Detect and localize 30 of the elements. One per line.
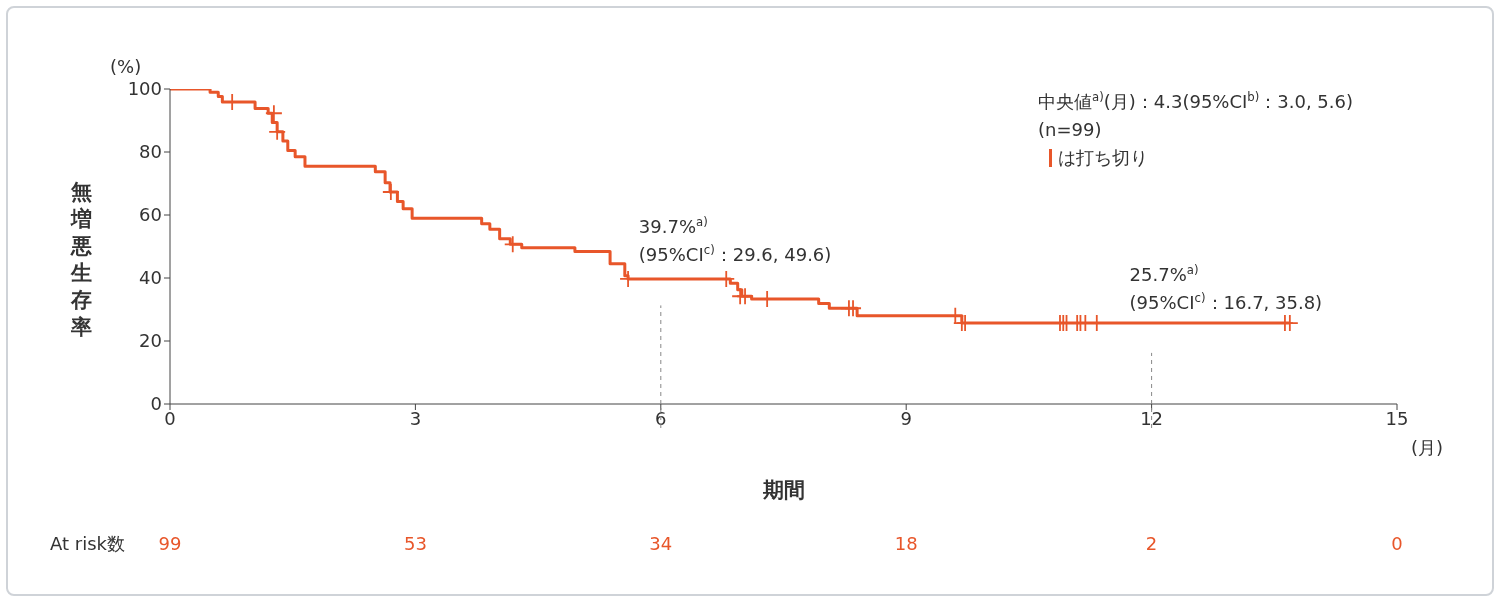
text: At risk数 [50, 533, 125, 554]
annotation: 39.7%$^{a)}$ [638, 215, 708, 238]
text: 53 [402, 532, 428, 556]
text: (%) [110, 56, 142, 77]
text: 2 [1144, 532, 1159, 556]
annotation: (95%CI$^{c)}$：16.7, 35.8) [1129, 290, 1323, 313]
y-tick-label: 80 [139, 141, 162, 163]
x-tick-label: 12 [1140, 407, 1164, 429]
x-tick-label: 0 [164, 407, 176, 429]
y-tick-label: 40 [139, 267, 162, 289]
annotation: (n=99) [1038, 119, 1102, 140]
x-tick-label: 9 [900, 407, 912, 429]
x-tick-label: 3 [409, 407, 422, 429]
x-tick-label: 6 [655, 407, 667, 429]
x-axis-title: 期間 [761, 478, 806, 502]
legend-label: は打ち切り [1058, 146, 1148, 170]
y-axis-title: 無増悪生存率 [69, 178, 93, 341]
text: 0 [1390, 532, 1404, 556]
y-tick-label: 100 [127, 78, 162, 100]
annotation: 25.7%$^{a)}$ [1129, 262, 1199, 285]
text: 34 [648, 532, 674, 556]
y-tick-label: 20 [139, 330, 162, 352]
y-tick-label: 0 [150, 393, 162, 415]
annotation: (95%CI$^{c)}$：29.6, 49.6) [638, 243, 832, 266]
y-tick-label: 60 [139, 204, 162, 226]
annotation: 中央値$^{a)}$(月)：4.3(95%CI$^{b)}$：3.0, 5.6) [1038, 90, 1354, 112]
text: (月) [1411, 437, 1444, 458]
text: 99 [157, 532, 183, 556]
x-tick-label: 15 [1385, 407, 1409, 429]
text: 18 [893, 532, 919, 556]
